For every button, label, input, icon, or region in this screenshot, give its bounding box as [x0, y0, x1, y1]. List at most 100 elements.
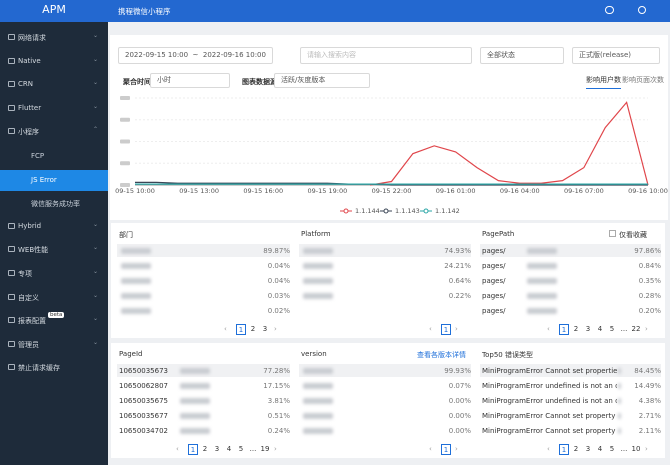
menu-item[interactable]: 自定义	[18, 293, 39, 302]
submenu-item[interactable]: JS Error	[31, 175, 57, 184]
page-prev[interactable]: ‹	[547, 325, 550, 333]
page-current[interactable]: 1	[559, 444, 569, 455]
agg-select[interactable]: 小时	[150, 73, 230, 88]
page-number[interactable]: 2	[573, 325, 579, 333]
page-prev[interactable]: ‹	[429, 445, 432, 453]
page-number[interactable]: 5	[609, 445, 615, 453]
panel-title: PageId	[119, 350, 143, 358]
panel-title: PagePath	[482, 230, 515, 238]
page-number[interactable]: 22	[631, 325, 641, 333]
page-number[interactable]: 4	[226, 445, 232, 453]
date-range[interactable]: 2022-09-15 10:00 ~ 2022-09-16 10:00	[118, 47, 273, 64]
row-value: 0.20%	[638, 307, 661, 315]
page-number[interactable]: 10	[631, 445, 641, 453]
submenu-item[interactable]: FCP	[31, 152, 45, 160]
page-next[interactable]: ›	[645, 445, 648, 453]
checkbox[interactable]	[609, 230, 616, 237]
details-link[interactable]: 查看各版本详情	[417, 351, 466, 359]
menu-arrow: ⌄	[93, 315, 99, 323]
row-value: 0.00%	[448, 427, 471, 435]
row-value: 14.49%	[634, 382, 661, 390]
release-select[interactable]: 正式版(release)	[572, 47, 660, 64]
panel-title: Top50 错误类型	[482, 351, 533, 359]
page-prev[interactable]: ‹	[547, 445, 550, 453]
page-current[interactable]: 1	[441, 444, 451, 455]
blur	[303, 428, 333, 434]
blur	[303, 368, 333, 374]
page-next[interactable]: ›	[274, 325, 277, 333]
page-number[interactable]: 4	[597, 445, 603, 453]
row-label: pages/	[482, 262, 506, 270]
page-next[interactable]: ›	[455, 445, 458, 453]
menu-item[interactable]: Flutter	[18, 103, 42, 112]
menu-arrow: ⌄	[93, 102, 99, 110]
page-number[interactable]: 2	[202, 445, 208, 453]
row-highlight	[480, 364, 661, 377]
page-number[interactable]: 3	[214, 445, 220, 453]
page-number[interactable]: ...	[620, 325, 628, 333]
page-current[interactable]: 1	[236, 324, 246, 335]
row-value: 77.28%	[263, 367, 290, 375]
message-icon[interactable]	[605, 6, 614, 14]
page-number[interactable]: 5	[238, 445, 244, 453]
row-label: pages/	[482, 307, 506, 315]
blur	[121, 308, 151, 314]
page-number[interactable]: 3	[262, 325, 268, 333]
menu-item[interactable]: 小程序	[18, 128, 39, 137]
menu-item[interactable]: Hybrid	[18, 221, 42, 230]
row-value: 0.84%	[638, 262, 661, 270]
row-highlight	[117, 244, 290, 257]
page-next[interactable]: ›	[455, 325, 458, 333]
page-number[interactable]: ...	[249, 445, 257, 453]
row-value: 0.24%	[267, 427, 290, 435]
page-prev[interactable]: ‹	[176, 445, 179, 453]
page-next[interactable]: ›	[645, 325, 648, 333]
page-number[interactable]: ...	[620, 445, 628, 453]
menu-item[interactable]: 专项	[18, 270, 32, 278]
page-number[interactable]: 5	[609, 325, 615, 333]
status-select[interactable]: 全部状态	[480, 47, 564, 64]
page-current[interactable]: 1	[559, 324, 569, 335]
row-value: 0.04%	[267, 262, 290, 270]
page-current[interactable]: 1	[188, 444, 198, 455]
search-input[interactable]: 请输入搜索内容	[300, 47, 472, 64]
menu-item[interactable]: 网络请求	[18, 34, 46, 42]
menu-icon	[8, 246, 15, 253]
app-selector[interactable]: 携程微信小程序	[118, 7, 171, 16]
page-number[interactable]: 2	[250, 325, 256, 333]
page-number[interactable]: 4	[597, 325, 603, 333]
tab[interactable]: 影响页面次数	[622, 76, 664, 84]
blur	[121, 263, 151, 269]
page-number[interactable]: 3	[585, 445, 591, 453]
menu-item[interactable]: Native	[18, 56, 41, 65]
checkbox-label[interactable]: 仅看收藏	[619, 231, 647, 239]
blur	[527, 293, 558, 299]
tab-active[interactable]: 影响用户数	[586, 75, 621, 89]
menu-badge: beta	[48, 312, 65, 319]
end-date: 2022-09-16 10:00	[202, 51, 266, 59]
panel-title: Platform	[301, 230, 331, 238]
page-next[interactable]: ›	[274, 445, 277, 453]
source-select[interactable]: 活跃/灰度版本	[274, 73, 370, 88]
page-prev[interactable]: ‹	[429, 325, 432, 333]
menu-icon	[8, 57, 15, 64]
blur	[303, 278, 333, 284]
submenu-item[interactable]: 微信服务成功率	[31, 200, 80, 209]
menu-item[interactable]: 管理员	[18, 340, 39, 349]
page-number[interactable]: 19	[260, 445, 270, 453]
menu-item[interactable]: 禁止请求缓存	[18, 364, 60, 373]
menu-item[interactable]: CRN	[18, 80, 33, 89]
panel-title: 部门	[119, 231, 133, 239]
page-number[interactable]: 2	[573, 445, 579, 453]
menu-icon	[8, 293, 15, 300]
page-prev[interactable]: ‹	[224, 325, 227, 333]
menu-icon	[8, 81, 15, 88]
blur	[180, 398, 211, 404]
menu-icon	[8, 222, 15, 229]
menu-item[interactable]: 报表配置	[18, 317, 46, 326]
power-icon[interactable]	[638, 6, 646, 14]
page-number[interactable]: 3	[585, 325, 591, 333]
page-current[interactable]: 1	[441, 324, 451, 335]
row-label: pages/	[482, 247, 506, 255]
menu-item[interactable]: WEB性能	[18, 246, 49, 255]
